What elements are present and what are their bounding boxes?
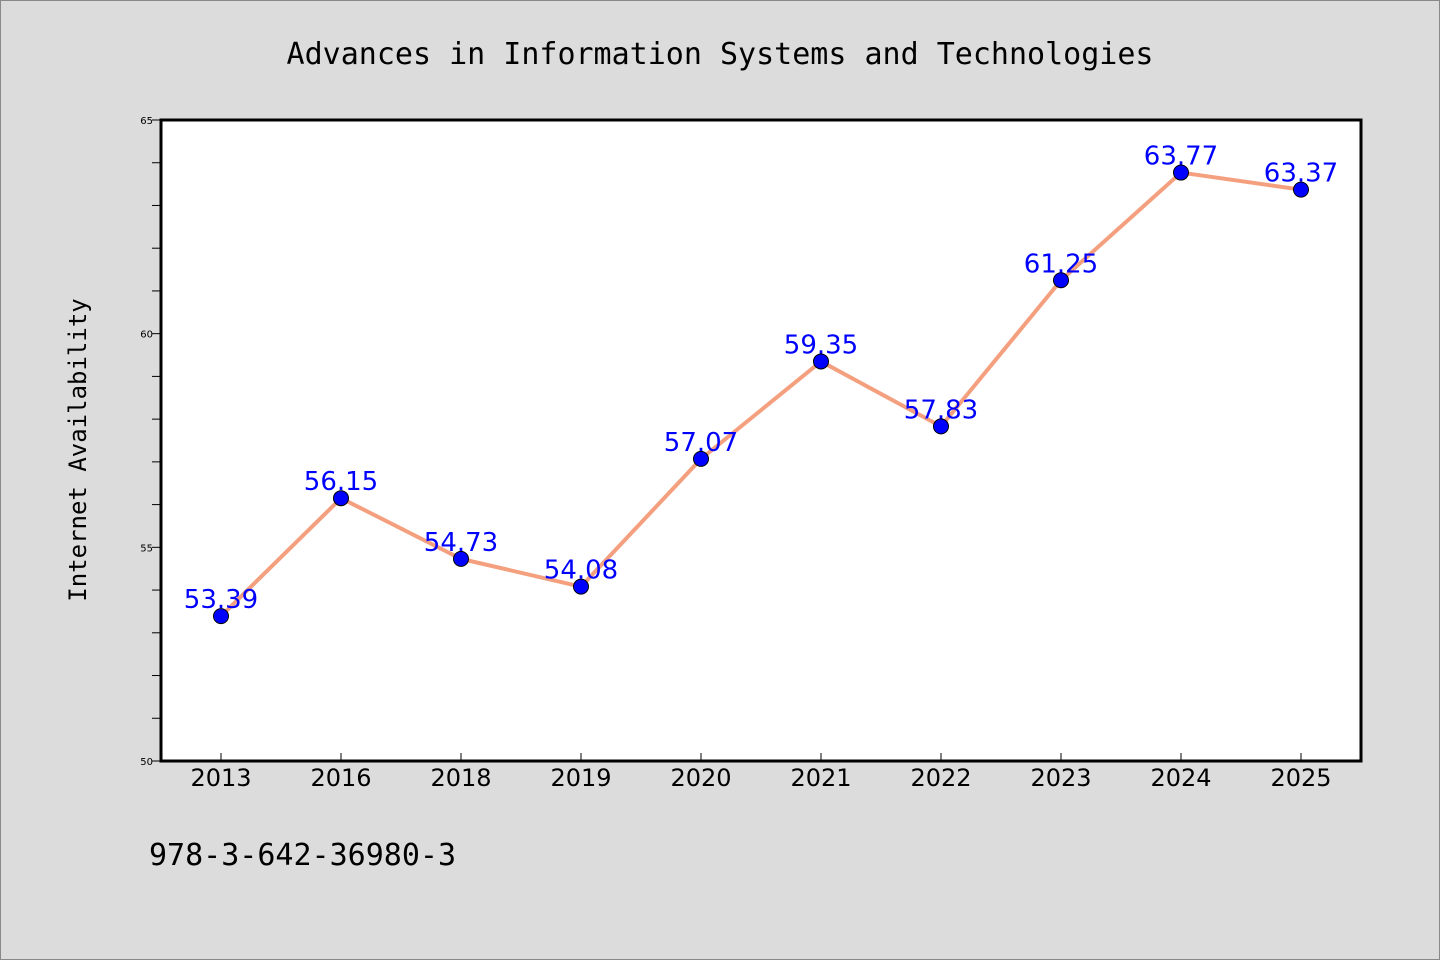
x-tick-label: 2019 bbox=[550, 764, 611, 792]
x-tick-label: 2022 bbox=[910, 764, 971, 792]
data-point-marker bbox=[573, 578, 589, 595]
x-tick-label: 2025 bbox=[1270, 764, 1331, 792]
data-point-marker bbox=[693, 450, 709, 467]
data-point-marker bbox=[1293, 181, 1309, 198]
x-tick-label: 2016 bbox=[310, 764, 371, 792]
data-label: 63.37 bbox=[1264, 159, 1338, 189]
x-tick-label: 2018 bbox=[430, 764, 491, 792]
data-point-marker bbox=[1173, 164, 1189, 181]
data-point-marker bbox=[213, 608, 229, 625]
data-point-marker bbox=[453, 550, 469, 567]
data-label: 54.08 bbox=[544, 556, 618, 586]
x-tick-label: 2023 bbox=[1030, 764, 1091, 792]
data-label: 57.83 bbox=[904, 395, 978, 425]
isbn-text: 978-3-642-36980-3 bbox=[149, 838, 456, 873]
data-points bbox=[213, 164, 1309, 625]
data-label: 54.73 bbox=[424, 528, 498, 558]
y-tick-label: 60 bbox=[140, 330, 153, 341]
series-line-group bbox=[219, 170, 1302, 618]
data-label: 59.35 bbox=[784, 330, 858, 360]
data-label: 56.15 bbox=[304, 467, 378, 497]
data-label: 61.25 bbox=[1024, 249, 1098, 279]
data-point-marker bbox=[813, 353, 829, 370]
data-label: 57.07 bbox=[664, 428, 738, 458]
y-tick-label: 55 bbox=[140, 543, 153, 554]
x-tick-label: 2013 bbox=[190, 764, 251, 792]
data-label: 53.39 bbox=[184, 585, 258, 615]
data-point-marker bbox=[1053, 272, 1069, 289]
x-tick-label: 2021 bbox=[790, 764, 851, 792]
chart-title: Advances in Information Systems and Tech… bbox=[287, 37, 1154, 72]
data-label: 63.77 bbox=[1144, 142, 1218, 172]
x-axis: 2013 2016 2018 2019 2020 2021 2022 2023 2024 2025 bbox=[190, 753, 1332, 792]
data-point-marker bbox=[333, 490, 349, 507]
series-line bbox=[219, 170, 1302, 618]
y-tick-label: 65 bbox=[140, 116, 153, 127]
x-tick-label: 2024 bbox=[1150, 764, 1211, 792]
y-axis: 50 55 60 65 bbox=[140, 116, 160, 768]
y-tick-label: 50 bbox=[140, 757, 153, 768]
data-labels: 53.39 56.15 54.73 54.08 57.07 59.35 57.83 61.25… bbox=[184, 142, 1338, 616]
plot-area bbox=[159, 118, 1363, 763]
data-point-marker bbox=[933, 418, 949, 435]
x-tick-label: 2020 bbox=[670, 764, 731, 792]
y-axis-label: Internet Availability bbox=[64, 298, 92, 601]
